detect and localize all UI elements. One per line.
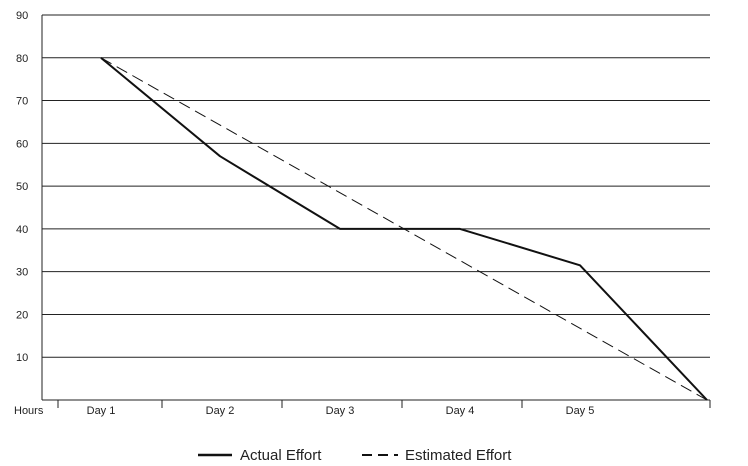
x-tick-label-3: Day 3 [326,405,355,417]
y-tick-label-90: 90 [16,10,28,22]
series-line-estimated-effort [100,57,708,401]
y-tick-label-30: 30 [16,267,28,279]
legend-label-estimated: Estimated Effort [405,447,512,464]
x-tick-label-5: Day 5 [566,405,595,417]
x-tick-label-2: Day 2 [206,405,235,417]
y-tick-label-10: 10 [16,352,28,364]
y-tick-label-80: 80 [16,53,28,65]
y-tick-label-60: 60 [16,138,28,150]
x-tick-label-1: Day 1 [87,405,116,417]
legend-label-actual: Actual Effort [240,447,322,464]
x-axis-title: Hours [14,405,44,417]
y-tick-label-50: 50 [16,181,28,193]
series-line-actual-effort [100,57,708,401]
y-tick-label-20: 20 [16,309,28,321]
x-tick-label-4: Day 4 [446,405,475,417]
y-tick-label-40: 40 [16,224,28,236]
y-tick-label-70: 70 [16,96,28,108]
